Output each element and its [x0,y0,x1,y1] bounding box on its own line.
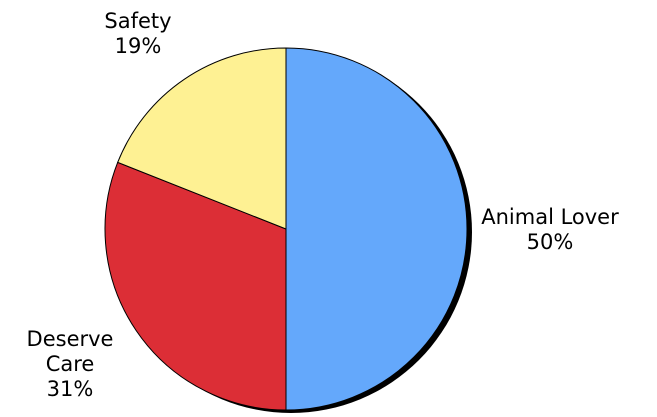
pie-slice-deserve-care [104,161,287,411]
slice-name-label: Deserve [27,327,114,351]
pie-labels: Animal Lover 50% Deserve Care 31% Safety 19% [27,9,620,401]
slice-label-deserve-care: Deserve Care 31% [27,327,114,401]
slice-name-label: Safety [104,9,171,33]
slice-name-label: Care [46,352,95,376]
slice-label-animal-lover: Animal Lover 50% [481,205,619,254]
slice-name-label: Animal Lover [481,205,619,229]
pie-slices [104,47,468,411]
slice-percent-label: 31% [47,377,94,401]
pie-slice-safety [117,47,287,230]
slice-percent-label: 50% [527,230,574,254]
pie-slice-animal-lover [285,47,468,411]
slice-label-safety: Safety 19% [104,9,171,58]
slice-percent-label: 19% [115,34,162,58]
